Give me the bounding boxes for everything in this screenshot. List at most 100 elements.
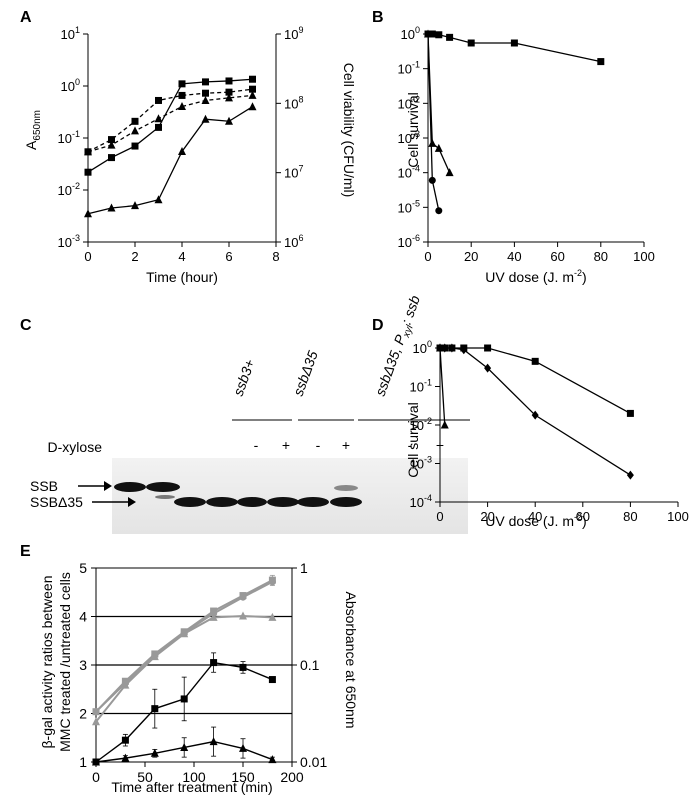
panel-a-point bbox=[178, 102, 186, 111]
panel-a-point bbox=[249, 75, 256, 83]
panel-a-point bbox=[107, 140, 116, 149]
panel-b-y-tick-label: 10-3 bbox=[398, 129, 420, 146]
panel-d-point bbox=[448, 343, 456, 353]
panel-e-ylabel-left-1: β-gal activity ratios between bbox=[39, 575, 55, 748]
panel-a-ylabel-right: Cell viability (CFU/ml) bbox=[341, 63, 357, 198]
panel-e-ylabel-left-2: MMC treated /untreated cells bbox=[57, 572, 73, 752]
panel-d-point bbox=[484, 363, 492, 373]
panel-c-strain-3-sub: xyl bbox=[401, 323, 416, 340]
panel-d-y-tick-label: 10-1 bbox=[410, 378, 432, 395]
panel-d-x-tick-label: 0 bbox=[436, 509, 443, 524]
panel-e-point bbox=[92, 708, 100, 716]
panel-b-axes bbox=[427, 34, 644, 243]
panel-d-y-tick-label: 100 bbox=[413, 339, 432, 356]
panel-b-y-tick-label: 100 bbox=[401, 25, 420, 42]
panel-e-point bbox=[239, 593, 247, 601]
panel-e-point bbox=[121, 679, 129, 687]
panel-a-series-line bbox=[87, 88, 253, 153]
panel-a-point bbox=[155, 96, 162, 104]
panel-e-point bbox=[268, 755, 277, 764]
panel-b-x-tick-label: 60 bbox=[550, 249, 564, 264]
panel-a-x-tick-label: 8 bbox=[272, 249, 279, 264]
panel-a-point bbox=[202, 78, 209, 86]
panel-d-point bbox=[626, 470, 634, 480]
panel-c-lane-sign-3: - bbox=[316, 437, 321, 453]
panel-a-series-line bbox=[87, 94, 253, 153]
panel-c-lane-sign-5: - bbox=[408, 437, 413, 453]
panel-a-point bbox=[225, 77, 233, 85]
panel-b-point bbox=[435, 31, 443, 39]
panel-d-x-tick-label: 40 bbox=[528, 509, 542, 524]
panel-b-point bbox=[467, 39, 475, 47]
panel-e-point bbox=[268, 612, 277, 621]
panel-e-point bbox=[268, 676, 276, 684]
panel-d-xlabel-sup: -2 bbox=[574, 512, 582, 522]
panel-a-point bbox=[201, 95, 210, 104]
panel-d-x-tick-label: 100 bbox=[667, 509, 689, 524]
panel-e-right-tick-label: 1 bbox=[300, 560, 308, 576]
panel-a-point bbox=[154, 114, 163, 123]
panel-e-x-tick-label: 100 bbox=[182, 769, 206, 785]
panel-b-xlabel-main: UV dose (J. m bbox=[485, 269, 574, 285]
panel-e-point bbox=[121, 753, 130, 762]
panel-a-right-tick-label: 109 bbox=[284, 25, 303, 42]
panel-a-point bbox=[248, 102, 257, 111]
panel-e-right-tick-label: 0.01 bbox=[300, 754, 327, 770]
panel-a-x-tick-label: 6 bbox=[225, 249, 232, 264]
panel-a-left-tick-label: 10-1 bbox=[58, 129, 80, 146]
panel-c-strain-2: ssbΔ35 bbox=[290, 348, 321, 398]
panel-e-point bbox=[92, 717, 100, 726]
panel-d-point bbox=[460, 345, 468, 355]
panel-a-point bbox=[178, 80, 186, 88]
panel-e-point bbox=[210, 609, 218, 617]
panel-a-point bbox=[131, 126, 139, 135]
panel-b-x-tick-label: 0 bbox=[424, 249, 431, 264]
panel-b-xlabel: UV dose (J. m-2) bbox=[485, 268, 586, 285]
panel-a-point bbox=[84, 168, 92, 176]
panel-a-point bbox=[154, 195, 163, 204]
panel-e-point bbox=[121, 736, 129, 744]
panel-a-x-tick-label: 2 bbox=[131, 249, 138, 264]
panel-b-y-tick-label: 10-2 bbox=[398, 94, 420, 111]
panel-e-point bbox=[151, 705, 159, 713]
panel-d-y-tick-label: 10-4 bbox=[410, 493, 432, 510]
panel-c-strain-3-end: : ssb bbox=[398, 293, 423, 326]
panel-d-point bbox=[531, 357, 539, 365]
panel-a-right-tick-label: 106 bbox=[284, 233, 303, 250]
panel-b-point bbox=[428, 176, 436, 184]
panel-label-d: D bbox=[372, 317, 384, 334]
panel-a-left-tick-label: 10-3 bbox=[58, 233, 80, 250]
panel-a-point bbox=[131, 117, 139, 125]
panel-d-x-tick-label: 80 bbox=[623, 509, 637, 524]
panel-a-right-tick-label: 108 bbox=[284, 94, 303, 111]
panel-e-point bbox=[239, 743, 247, 752]
panel-a-point bbox=[225, 93, 233, 102]
panel-e-ylabel-right: Absorbance at 650nm bbox=[343, 592, 359, 729]
panel-b-point bbox=[434, 143, 443, 152]
panel-c-lane-sign-1: - bbox=[254, 437, 259, 453]
panel-e-left-tick-label: 2 bbox=[79, 706, 87, 722]
panel-e-x-tick-label: 150 bbox=[231, 769, 255, 785]
panel-a-point bbox=[107, 203, 116, 212]
panel-e-point bbox=[180, 695, 188, 703]
panel-a-left-tick-label: 101 bbox=[61, 25, 80, 42]
panel-a-point bbox=[155, 123, 162, 131]
panel-label-c: C bbox=[20, 317, 32, 334]
panel-label-b: B bbox=[372, 9, 384, 26]
panel-a-ylabel-left: A650nm bbox=[23, 110, 43, 150]
panel-label-a: A bbox=[20, 9, 32, 26]
panel-b-y-tick-label: 10-4 bbox=[398, 164, 420, 181]
panel-d-ylabel: Cell survival bbox=[405, 402, 421, 477]
panel-e-xlabel: Time after treatment (min) bbox=[111, 779, 272, 795]
panel-a-x-tick-label: 0 bbox=[84, 249, 91, 264]
panel-c-gel-bands bbox=[114, 482, 362, 507]
panel-d-xlabel-end: ) bbox=[582, 513, 587, 529]
panel-d-series-line bbox=[439, 347, 446, 426]
panel-e-left-tick-label: 4 bbox=[79, 609, 87, 625]
panel-e-x-tick-label: 0 bbox=[92, 769, 100, 785]
panel-b-x-tick-label: 100 bbox=[633, 249, 655, 264]
panel-d-axes bbox=[439, 348, 678, 503]
panel-a-point bbox=[201, 114, 210, 123]
